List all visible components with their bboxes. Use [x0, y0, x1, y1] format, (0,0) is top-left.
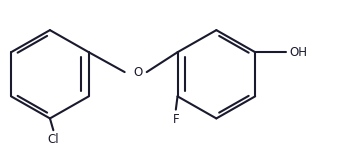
Text: O: O [134, 66, 143, 79]
Text: F: F [173, 112, 179, 126]
Text: OH: OH [289, 46, 307, 59]
Text: Cl: Cl [47, 133, 59, 146]
